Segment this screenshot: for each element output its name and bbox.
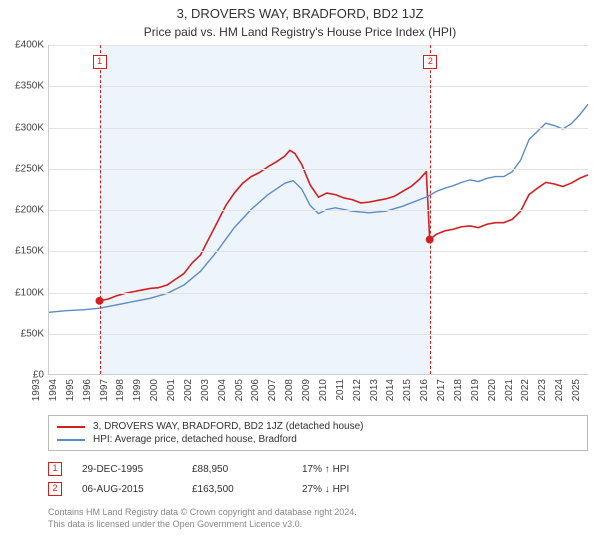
gridline bbox=[49, 251, 588, 252]
page-subtitle: Price paid vs. HM Land Registry's House … bbox=[0, 21, 600, 45]
legend-item: 3, DROVERS WAY, BRADFORD, BD2 1JZ (detac… bbox=[57, 420, 579, 433]
sales-row-marker: 2 bbox=[48, 482, 62, 496]
sales-date: 06-AUG-2015 bbox=[82, 484, 172, 495]
sale-vline bbox=[430, 45, 431, 374]
attribution-line: Contains HM Land Registry data © Crown c… bbox=[48, 507, 588, 519]
ytick-label: £300K bbox=[0, 122, 44, 133]
gridline bbox=[49, 293, 588, 294]
legend: 3, DROVERS WAY, BRADFORD, BD2 1JZ (detac… bbox=[48, 415, 588, 451]
chart-area: £0£50K£100K£150K£200K£250K£300K£350K£400… bbox=[0, 45, 600, 413]
series-hpi bbox=[49, 104, 588, 312]
sales-row-marker: 1 bbox=[48, 462, 62, 476]
gridline bbox=[49, 334, 588, 335]
ytick-label: £200K bbox=[0, 205, 44, 216]
ytick-label: £350K bbox=[0, 81, 44, 92]
legend-label: 3, DROVERS WAY, BRADFORD, BD2 1JZ (detac… bbox=[93, 421, 363, 432]
attribution: Contains HM Land Registry data © Crown c… bbox=[48, 507, 588, 530]
gridline bbox=[49, 86, 588, 87]
sales-price: £163,500 bbox=[192, 484, 282, 495]
page-title: 3, DROVERS WAY, BRADFORD, BD2 1JZ bbox=[0, 0, 600, 21]
sale-marker-box: 1 bbox=[93, 55, 107, 69]
ytick-label: £100K bbox=[0, 287, 44, 298]
gridline bbox=[49, 169, 588, 170]
ytick-label: £150K bbox=[0, 246, 44, 257]
sales-vs-hpi: 27% ↓ HPI bbox=[302, 484, 392, 495]
gridline bbox=[49, 128, 588, 129]
legend-swatch bbox=[57, 426, 85, 428]
legend-item: HPI: Average price, detached house, Brad… bbox=[57, 433, 579, 446]
xtick-label: 2025 bbox=[571, 379, 600, 401]
gridline bbox=[49, 45, 588, 46]
sales-price: £88,950 bbox=[192, 464, 282, 475]
legend-label: HPI: Average price, detached house, Brad… bbox=[93, 434, 297, 445]
sales-table: 1 29-DEC-1995 £88,950 17% ↑ HPI 2 06-AUG-2015… bbox=[48, 459, 588, 499]
sales-row: 1 29-DEC-1995 £88,950 17% ↑ HPI bbox=[48, 459, 588, 479]
legend-swatch bbox=[57, 439, 85, 441]
attribution-line: This data is licensed under the Open Gov… bbox=[48, 519, 588, 531]
gridline bbox=[49, 210, 588, 211]
sale-vline bbox=[100, 45, 101, 374]
plot-region: 12 bbox=[48, 45, 588, 375]
ytick-label: £250K bbox=[0, 163, 44, 174]
sales-row: 2 06-AUG-2015 £163,500 27% ↓ HPI bbox=[48, 479, 588, 499]
ytick-label: £50K bbox=[0, 328, 44, 339]
sales-vs-hpi: 17% ↑ HPI bbox=[302, 464, 392, 475]
ytick-label: £400K bbox=[0, 40, 44, 51]
sales-date: 29-DEC-1995 bbox=[82, 464, 172, 475]
sale-marker-box: 2 bbox=[423, 55, 437, 69]
series-price_paid bbox=[100, 150, 588, 301]
